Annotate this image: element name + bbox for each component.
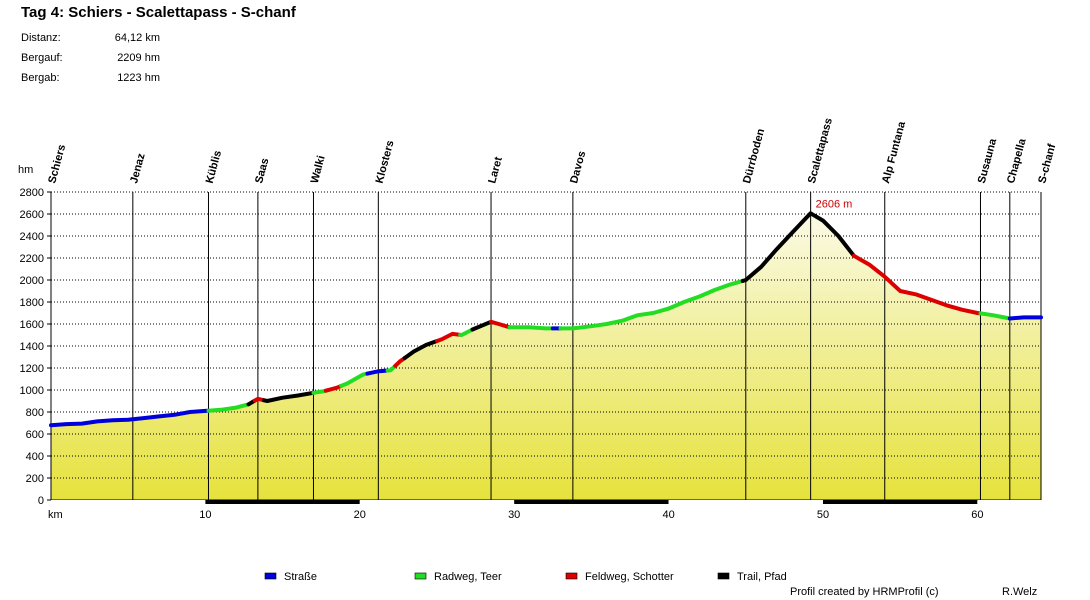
profile-segment-15	[489, 319, 512, 330]
x-axis-band-20	[359, 500, 515, 504]
profile-segment-21	[978, 311, 1012, 321]
profile-segment-12	[435, 331, 463, 343]
profile-segment-4	[262, 390, 316, 403]
legend-label-2: Feldweg, Schotter	[585, 571, 674, 583]
waypoint-label-8: Dürrboden	[741, 127, 767, 185]
profile-segment-14	[470, 319, 493, 332]
waypoint-label-1: Jenaz	[128, 152, 148, 185]
y-tick-label-800: 800	[26, 407, 44, 419]
waypoint-label-2: Küblis	[204, 149, 224, 185]
legend-swatch-1	[414, 572, 427, 580]
x-axis-band-50	[822, 500, 978, 504]
y-tick-label-2000: 2000	[20, 275, 44, 287]
profile-segment-22	[1007, 315, 1043, 321]
profile-segment-20	[851, 253, 983, 316]
y-tick-label-1200: 1200	[20, 363, 44, 375]
y-tick-label-600: 600	[26, 429, 44, 441]
waypoint-label-4: Walki	[309, 154, 328, 184]
peak-annotation: 2606 m	[816, 198, 853, 210]
waypoint-label-13: S-chanf	[1036, 142, 1058, 184]
profile-segment-3	[252, 396, 267, 403]
x-tick-label-60: 60	[971, 509, 983, 521]
x-axis-band-40	[668, 500, 823, 504]
profile-segment-1	[206, 402, 251, 413]
y-tick-label-0: 0	[38, 495, 44, 507]
profile-segment-16	[507, 325, 555, 331]
y-tick-label-2400: 2400	[20, 231, 44, 243]
waypoint-label-9: Scalettapass	[806, 117, 835, 185]
stat-label-descent: Bergab:	[21, 72, 60, 84]
waypoint-label-0: Schiers	[46, 143, 68, 185]
x-axis-band-0	[51, 500, 206, 504]
x-axis-band-30	[514, 500, 669, 504]
waypoint-label-12: Chapella	[1005, 137, 1029, 185]
chart-title: Tag 4: Schiers - Scalettapass - S-chanf	[21, 4, 296, 21]
waypoint-label-10: Alp Funtana	[880, 119, 908, 184]
x-axis-band-10	[205, 500, 360, 504]
stat-value-descent: 1223 hm	[117, 72, 160, 84]
waypoint-label-5: Klosters	[374, 139, 397, 185]
legend-swatch-0	[264, 572, 277, 580]
profile-segment-13	[458, 327, 475, 337]
x-axis-unit-label: km	[48, 509, 63, 521]
footer-author: R.Welz	[1002, 586, 1038, 598]
waypoint-label-7: Davos	[568, 150, 588, 185]
y-tick-label-1400: 1400	[20, 341, 44, 353]
y-tick-label-2800: 2800	[20, 187, 44, 199]
profile-segment-11	[402, 339, 439, 361]
legend-label-0: Straße	[284, 571, 317, 583]
legend-swatch-3	[717, 572, 730, 580]
legend-swatch-2	[565, 572, 578, 580]
y-tick-label-2600: 2600	[20, 209, 44, 221]
y-axis-unit-label: hm	[18, 164, 33, 176]
legend-label-3: Trail, Pfad	[737, 571, 787, 583]
legend-label-1: Radweg, Teer	[434, 571, 502, 583]
x-tick-label-50: 50	[817, 509, 829, 521]
profile-segment-19	[740, 211, 856, 283]
x-tick-label-20: 20	[354, 509, 366, 521]
x-tick-label-10: 10	[199, 509, 211, 521]
y-tick-label-1600: 1600	[20, 319, 44, 331]
waypoint-label-6: Laret	[486, 155, 505, 184]
profile-segment-0	[49, 408, 211, 428]
waypoint-label-3: Saas	[253, 157, 271, 185]
x-axis-band-60	[977, 500, 1041, 504]
profile-segment-9	[385, 363, 398, 373]
profile-segment-7	[339, 371, 370, 388]
waypoint-label-11: Susauna	[976, 137, 1000, 185]
stat-value-ascent: 2209 hm	[117, 52, 160, 64]
profile-segment-18	[558, 278, 745, 331]
x-tick-label-30: 30	[508, 509, 520, 521]
y-tick-label-1800: 1800	[20, 297, 44, 309]
stat-value-distance: 64,12 km	[114, 32, 160, 44]
y-tick-label-1000: 1000	[20, 385, 44, 397]
elevation-area	[51, 213, 1041, 501]
stat-label-ascent: Bergauf:	[21, 52, 63, 64]
footer-credit: Profil created by HRMProfil (c)	[790, 586, 939, 598]
y-tick-label-200: 200	[26, 473, 44, 485]
stat-label-distance: Distanz:	[21, 32, 61, 44]
y-tick-label-400: 400	[26, 451, 44, 463]
profile-segment-8	[365, 368, 390, 376]
x-tick-label-40: 40	[662, 509, 674, 521]
y-tick-label-2200: 2200	[20, 253, 44, 265]
